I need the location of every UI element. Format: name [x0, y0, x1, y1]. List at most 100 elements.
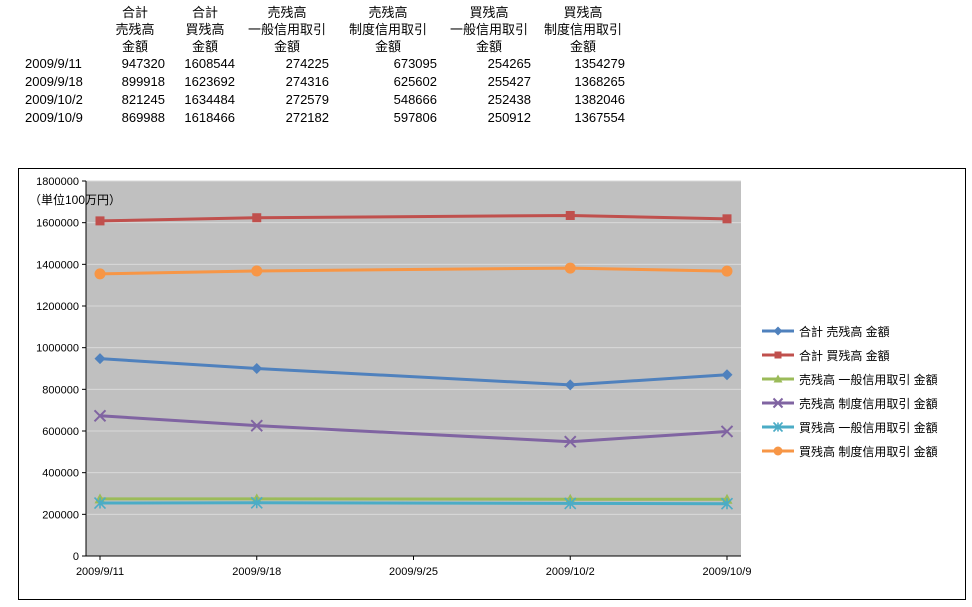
cell-value: 1634484	[184, 92, 235, 107]
legend-label: 合計 売残高 金額	[799, 324, 890, 339]
y-axis-label: 0	[73, 551, 79, 563]
cell-value: 947320	[121, 56, 165, 71]
legend-key	[762, 326, 794, 336]
cell-value: 1618466	[184, 110, 235, 125]
diamond-marker	[773, 326, 783, 336]
y-axis-label: 800000	[42, 384, 79, 396]
cell-value: 254265	[487, 56, 531, 71]
chart-area: 0 200000 400000 600000 800000 1000000 1200000 1…	[18, 168, 966, 600]
table-header-row: 合計 売残高 金額 合計 買残高 金額 売残高 一般信用取引 金額 売残高 制度信用取引 金額 買残高一…	[20, 4, 630, 55]
cell-value: 1367554	[574, 110, 625, 125]
y-axis-label: 1400000	[36, 259, 79, 271]
x-axis-label: 2009/10/2	[546, 566, 595, 578]
asterisk-marker	[564, 497, 577, 510]
column-header: 合計 買残高 金額	[185, 5, 225, 54]
table-row: 2009/9/11 947320 1608544 274225 673095 254265…	[20, 55, 630, 73]
cell-value: 673095	[393, 56, 437, 71]
asterisk-marker	[720, 497, 734, 510]
legend-item: 売残高 制度信用取引 金額	[761, 391, 938, 415]
diamond-marker	[564, 379, 576, 391]
cell-value: 869988	[121, 110, 165, 125]
legend-label: 合計 買残高 金額	[799, 348, 890, 363]
circle-marker	[564, 262, 576, 274]
legend-key	[762, 446, 794, 456]
legend-label: 売残高 制度信用取引 金額	[799, 396, 938, 411]
legend-item: 合計 買残高 金額	[761, 343, 938, 367]
table-row: 2009/10/9 869988 1618466 272182 597806 250912…	[20, 109, 630, 127]
table-row: 2009/9/18 899918 1623692 274316 625602 255427…	[20, 73, 630, 91]
x-marker	[720, 425, 734, 438]
x-axis-label: 2009/9/25	[389, 566, 438, 578]
legend-key	[762, 351, 794, 359]
circle-marker	[773, 446, 783, 456]
column-header: 買残高 制度信用取引 金額	[543, 5, 622, 54]
cell-value: 1368265	[574, 74, 625, 89]
x-axis-label: 2009/9/11	[76, 566, 124, 578]
cell-value: 548666	[393, 92, 437, 107]
cell-value: 250912	[487, 110, 531, 125]
y-axis-label: 1000000	[36, 343, 79, 355]
x-axis-label: 2009/9/18	[232, 566, 281, 578]
unit-annotation: （単位100万円）	[29, 193, 122, 207]
x-marker	[564, 435, 577, 448]
row-date: 2009/10/2	[25, 92, 83, 107]
series-line	[98, 357, 729, 387]
column-header: 合計 売残高 金額	[115, 5, 155, 54]
y-axis-label: 1200000	[36, 301, 79, 313]
series-line	[98, 213, 729, 223]
column-header: 売残高 制度信用取引 金額	[348, 5, 427, 54]
series-line	[98, 414, 729, 444]
date-column-header	[20, 4, 100, 55]
column-header: 買残高 一般信用取引 金額	[449, 5, 528, 54]
legend-label: 売残高 一般信用取引 金額	[799, 372, 938, 387]
square-marker	[565, 210, 575, 220]
row-date: 2009/9/18	[25, 74, 83, 89]
cell-value: 1382046	[574, 92, 625, 107]
x-marker	[772, 397, 784, 409]
y-axis-label: 600000	[42, 426, 79, 438]
legend-label: 買残高 一般信用取引 金額	[799, 420, 938, 435]
cell-value: 821245	[121, 92, 165, 107]
column-header: 売残高 一般信用取引 金額	[247, 5, 326, 54]
legend-label: 買残高 制度信用取引 金額	[799, 444, 938, 459]
row-date: 2009/10/9	[25, 110, 83, 125]
cell-value: 272579	[285, 92, 329, 107]
cell-value: 625602	[393, 74, 437, 89]
legend: 合計 売残高 金額 合計 買残高 金額売残高 一般信用取引 金額 売残高 制度信用取…	[761, 319, 938, 463]
cell-value: 1608544	[184, 56, 235, 71]
y-axis-label: 200000	[42, 509, 79, 521]
cell-value: 274225	[285, 56, 329, 71]
circle-marker	[721, 265, 733, 277]
circle-marker	[251, 265, 263, 277]
cell-value: 252438	[487, 92, 531, 107]
square-marker	[95, 216, 105, 226]
legend-item: 買残高 制度信用取引 金額	[761, 439, 938, 463]
series-line	[98, 501, 729, 506]
legend-key	[762, 374, 794, 383]
x-marker	[93, 409, 107, 422]
cell-value: 899918	[121, 74, 165, 89]
y-axis-label: 1600000	[36, 218, 79, 230]
square-marker	[722, 214, 732, 224]
legend-item: 合計 売残高 金額	[761, 319, 938, 343]
plot-background	[86, 181, 741, 556]
asterisk-marker	[250, 496, 263, 509]
legend-item: 売残高 一般信用取引 金額	[761, 367, 938, 391]
row-date: 2009/9/11	[25, 56, 82, 71]
series-line	[98, 266, 729, 276]
y-axis-label: 400000	[42, 468, 79, 480]
cell-value: 1354279	[574, 56, 625, 71]
x-marker	[250, 419, 263, 432]
square-marker	[774, 351, 782, 359]
circle-marker	[94, 268, 106, 280]
square-marker	[252, 213, 262, 223]
legend-key	[762, 397, 794, 409]
margin-balance-table: 合計 売残高 金額 合計 買残高 金額 売残高 一般信用取引 金額 売残高 制度信用取引 金額 買残高一…	[20, 4, 630, 127]
cell-value: 274316	[285, 74, 329, 89]
diamond-marker	[251, 363, 263, 375]
plot-canvas: 0 200000 400000 600000 800000 1000000 1200000 1…	[36, 176, 752, 578]
asterisk-marker	[772, 421, 784, 433]
x-axis-label: 2009/10/9	[703, 566, 752, 578]
diamond-marker	[94, 353, 106, 365]
